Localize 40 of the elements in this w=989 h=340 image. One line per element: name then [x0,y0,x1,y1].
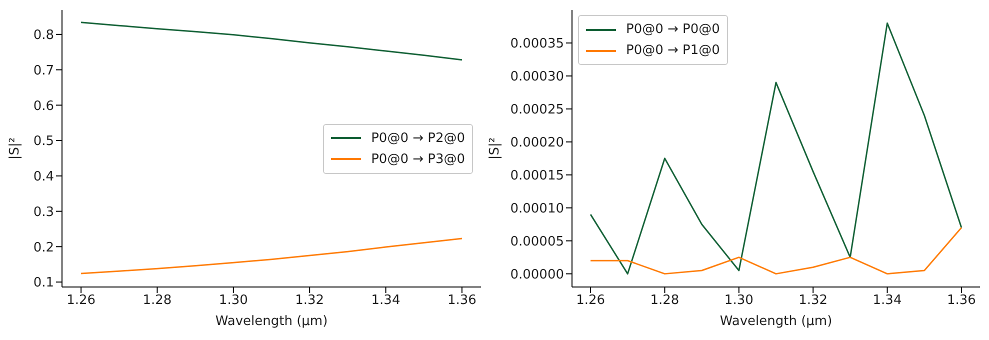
x-axis-title: Wavelength (µm) [215,314,328,329]
y-tick-label: 0.2 [33,240,54,256]
line-series [590,226,962,275]
y-tick-label: 0.00035 [510,36,564,52]
y-tick-label: 0.5 [33,134,54,150]
x-tick-label: 1.32 [295,293,324,308]
legend-label: P0@0 → P1@0 [626,42,720,60]
y-tick-label: 0.00010 [510,201,564,216]
y-tick-label: 0.00020 [510,136,564,151]
x-tick-label: 1.26 [66,293,96,308]
y-tick-label: 0.00025 [510,102,564,118]
legend-label: P0@0 → P2@0 [371,130,465,148]
y-axis-title: |S|² [8,137,23,160]
x-tick-label: 1.26 [576,293,606,308]
y-tick-label: 0.8 [33,28,54,44]
y-tick-label: 0.3 [33,204,54,220]
x-tick-label: 1.34 [371,293,400,308]
y-tick-label: 0.00030 [510,70,564,85]
line-series [80,238,463,274]
x-axis-title: Wavelength (µm) [720,314,832,329]
y-tick-label: 0.4 [33,170,54,185]
x-tick-label: 1.34 [872,293,902,308]
line-series [590,22,962,275]
y-axis-title: |S|² [488,137,503,160]
x-tick-label: 1.30 [218,293,248,308]
x-tick-label: 1.28 [142,293,172,308]
line-series [80,22,463,61]
x-tick-label: 1.32 [798,293,828,308]
y-tick-label: 0.00000 [510,267,564,282]
y-tick-label: 0.00005 [510,234,564,250]
y-tick-label: 0.7 [33,63,54,78]
y-tick-label: 0.6 [33,98,54,114]
y-tick-label: 0.1 [33,276,54,291]
x-tick-label: 1.36 [946,293,976,308]
legend-label: P0@0 → P3@0 [371,150,465,168]
x-tick-label: 1.36 [447,293,476,308]
x-tick-label: 1.30 [724,293,754,308]
x-tick-label: 1.28 [650,293,680,308]
legend-label: P0@0 → P0@0 [626,21,720,39]
y-tick-label: 0.00015 [510,168,564,184]
